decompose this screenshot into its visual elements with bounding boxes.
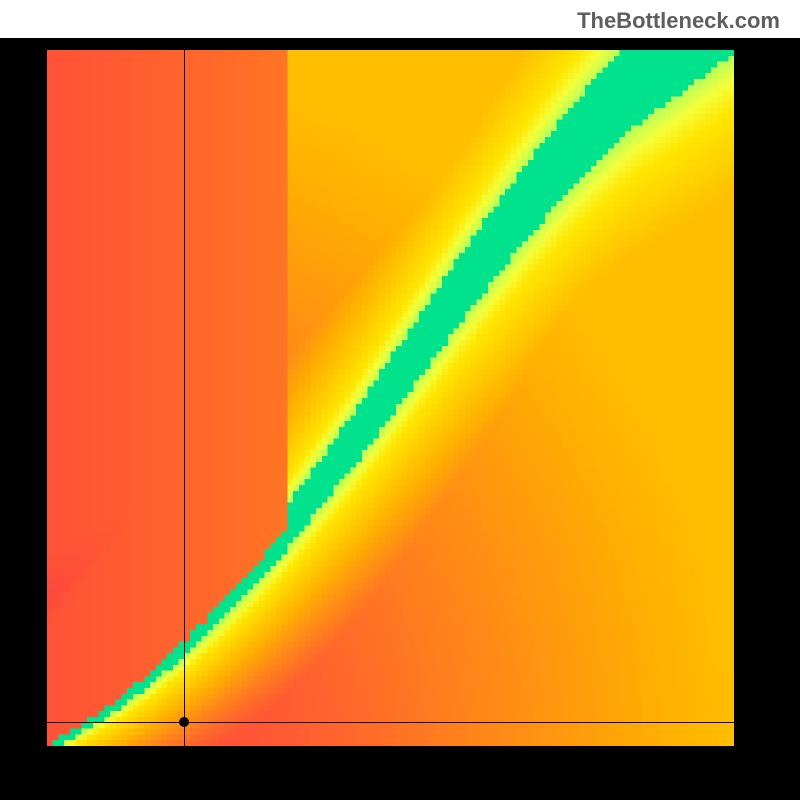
crosshair-marker [179,717,189,727]
heatmap-canvas [47,50,734,746]
heatmap-plot [47,50,734,746]
root-container: TheBottleneck.com [0,0,800,800]
branding-text: TheBottleneck.com [577,8,780,34]
chart-frame [0,38,800,800]
crosshair-vertical [184,50,185,746]
crosshair-horizontal [47,722,734,723]
